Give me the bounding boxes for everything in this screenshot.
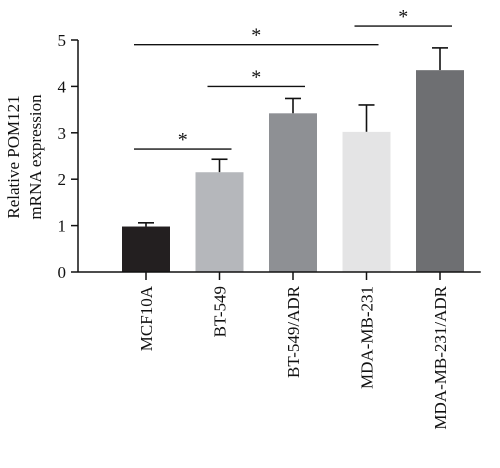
x-tick-label: MDA-MB-231/ADR — [431, 285, 450, 429]
y-tick-label: 0 — [58, 263, 67, 282]
bar — [269, 113, 317, 272]
x-tick-label: MCF10A — [137, 285, 156, 351]
bar — [416, 70, 464, 272]
bar — [122, 226, 170, 272]
bar — [195, 172, 244, 272]
y-axis: 0 1 2 3 4 5 — [58, 31, 79, 282]
x-axis: MCF10A BT-549 BT-549/ADR MDA-MB-231 MDA-MB-2… — [78, 271, 481, 430]
y-tick-label: 1 — [58, 217, 67, 236]
y-axis-label: Relative POM121 mRNA expression — [4, 94, 45, 220]
y-axis-label-line-2: mRNA expression — [26, 94, 45, 220]
bars — [122, 47, 464, 272]
significance-star: * — [251, 25, 261, 47]
y-axis-label-line-1: Relative POM121 — [4, 95, 23, 218]
y-tick-label: 5 — [58, 31, 67, 50]
x-tick-label: BT-549/ADR — [284, 285, 303, 378]
significance-star: * — [251, 66, 261, 88]
bar — [342, 131, 391, 272]
significance-star: * — [398, 6, 408, 28]
x-tick-label: MDA-MB-231 — [358, 286, 377, 389]
y-tick-label: 2 — [58, 170, 67, 189]
y-tick-label: 4 — [58, 77, 67, 96]
significance-star: * — [178, 129, 188, 151]
x-tick-label: BT-549 — [211, 286, 230, 337]
y-tick-label: 3 — [58, 124, 67, 143]
significance-brackets: * * * * — [134, 6, 452, 151]
